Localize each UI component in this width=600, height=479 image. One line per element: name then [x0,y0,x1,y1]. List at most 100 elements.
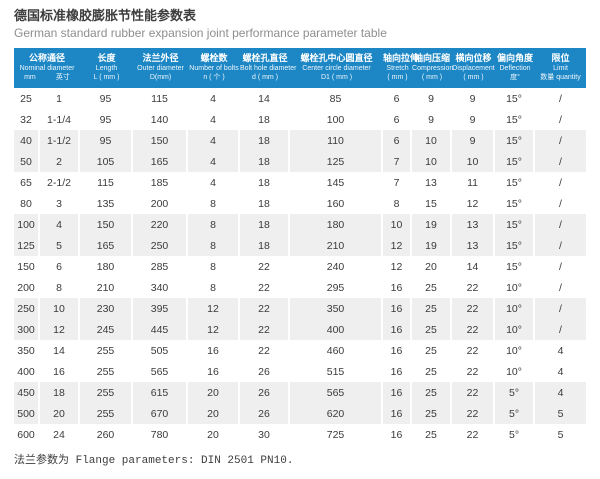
table-cell: 670 [133,403,189,424]
table-cell: 10° [495,361,536,382]
table-cell: 6 [40,256,81,277]
table-cell: / [535,88,587,109]
table-cell: 1-1/2 [40,130,81,151]
table-cell: 22 [452,277,496,298]
table-cell: / [535,319,587,340]
column-label-en: Nominal diameter [19,65,75,72]
table-cell: 22 [240,277,291,298]
table-title-zh: 德国标准橡胶膨胀节性能参数表 [14,8,197,23]
table-cell: / [535,214,587,235]
table-cell: 18 [240,130,291,151]
column-label-zh: 横向位移 [455,53,492,63]
table-cell: 210 [80,277,134,298]
table-row: 600 24 260 780 20 30 725 16 25 22 5° 5 [14,424,587,445]
table-cell: 460 [290,340,384,361]
table-cell: 2 [40,151,81,172]
table-cell: 5 [535,424,587,445]
table-cell: 18 [40,382,81,403]
column-label-en: Center circle diameter [302,65,371,72]
column-label-en: Outer diameter [137,65,184,72]
table-cell: 295 [290,277,384,298]
table-cell: 14 [452,256,496,277]
table-cell: 16 [383,382,413,403]
table-cell: 255 [80,403,134,424]
column-header-outer-diameter: 法兰外径 Outer diameter D(mm) [133,48,189,88]
column-label-zh: 螺栓孔直径 [242,53,288,63]
table-cell: 7 [383,151,413,172]
column-header-length: 长度 Length L ( mm ) [80,48,134,88]
table-cell: 10 [412,130,453,151]
column-units: mm 英寸 [14,73,80,82]
column-label-zh: 法兰外径 [142,53,179,63]
table-row: 25 1 95 115 4 14 85 6 9 9 15° / [14,88,587,109]
table-cell: 25 [412,403,453,424]
table-cell: 10° [495,277,536,298]
column-label-en: Bolt hole diameter [240,65,297,72]
table-cell: 5° [495,424,536,445]
column-unit: ( mm ) [463,74,484,81]
table-cell: 10 [383,214,413,235]
table-cell: 16 [383,319,413,340]
column-unit: 英寸 [55,74,70,81]
column-label-en: Limit [553,65,568,72]
table-cell: / [535,130,587,151]
table-cell: 5° [495,403,536,424]
table-cell: 25 [412,319,453,340]
table-cell: 25 [412,361,453,382]
table-cell: 200 [133,193,189,214]
table-cell: 395 [133,298,189,319]
table-cell: 4 [188,88,241,109]
table-cell: 12 [383,235,413,256]
table-cell: 15° [495,109,536,130]
column-label-zh: 公称通径 [29,53,66,63]
table-cell: 10 [412,151,453,172]
table-cell: 22 [240,298,291,319]
table-row: 350 14 255 505 16 22 460 16 25 22 10° 4 [14,340,587,361]
column-unit: mm [24,74,36,81]
table-cell: 12 [188,319,241,340]
table-cell: 30 [240,424,291,445]
table-row: 125 5 165 250 8 18 210 12 19 13 15° / [14,235,587,256]
column-unit: 数量 quantity [540,74,581,81]
table-cell: 12 [40,319,81,340]
column-header-center-circle-diameter: 螺栓孔中心圆直径 Center circle diameter D1 ( mm ) [290,48,384,88]
table-cell: 8 [188,235,241,256]
table-cell: 22 [452,340,496,361]
table-row: 250 10 230 395 12 22 350 16 25 22 10° / [14,298,587,319]
column-header-compression: 轴向压缩 Compression ( mm ) [412,48,453,88]
table-cell: 350 [14,340,40,361]
column-header-limit: 限位 Limit 数量 quantity [535,48,587,88]
table-cell: 8 [40,277,81,298]
table-cell: 40 [14,130,40,151]
table-cell: 15° [495,88,536,109]
table-cell: 300 [14,319,40,340]
table-cell: 16 [383,298,413,319]
table-cell: 15° [495,193,536,214]
table-cell: / [535,256,587,277]
table-cell: 125 [14,235,40,256]
table-cell: 16 [383,340,413,361]
table-cell: 15 [412,193,453,214]
table-header: 公称通径 Nominal diameter mm 英寸 长度 Length L ( mm )… [14,48,587,88]
table-cell: 6 [383,88,413,109]
table-cell: 100 [14,214,40,235]
table-cell: 18 [240,172,291,193]
table-cell: 1 [40,88,81,109]
table-cell: 19 [412,214,453,235]
table-cell: 255 [80,361,134,382]
table-cell: 260 [80,424,134,445]
table-cell: 10° [495,340,536,361]
table-row: 200 8 210 340 8 22 295 16 25 22 10° / [14,277,587,298]
table-cell: 145 [290,172,384,193]
table-cell: 565 [290,382,384,403]
table-cell: 12 [452,193,496,214]
table-cell: 18 [240,214,291,235]
table-cell: 230 [80,298,134,319]
table-cell: 20 [412,256,453,277]
table-cell: 9 [412,109,453,130]
table-cell: 14 [40,340,81,361]
table-row: 500 20 255 670 20 26 620 16 25 22 5° 5 [14,403,587,424]
column-label-zh: 螺栓孔中心圆直径 [300,53,373,63]
table-cell: 18 [240,109,291,130]
column-unit: D(mm) [149,74,172,81]
